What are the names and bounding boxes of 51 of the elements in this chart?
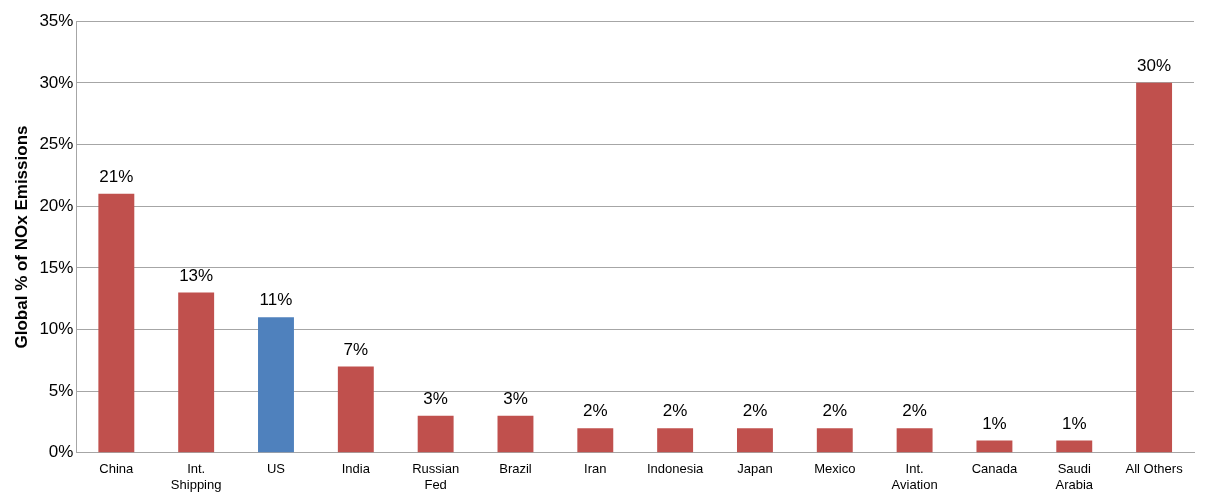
y-tick-label: 20% (39, 195, 74, 215)
bar (1056, 440, 1093, 453)
y-tick-label: 0% (48, 442, 74, 462)
data-label: 2% (822, 401, 848, 421)
bar (976, 440, 1013, 453)
x-tick-label: China (99, 461, 135, 477)
x-tick-label: Indonesia (646, 461, 705, 477)
x-tick-label: Iran (584, 461, 607, 477)
data-label: 30% (1137, 56, 1172, 76)
y-tick-label: 35% (39, 10, 74, 30)
bar (577, 428, 614, 453)
x-tick-label: Int. Aviation (891, 461, 938, 492)
x-tick-label: Japan (737, 461, 773, 477)
data-label: 2% (742, 401, 768, 421)
data-label: 1% (982, 413, 1007, 433)
y-tick-label: 30% (39, 72, 74, 92)
bar (258, 317, 294, 453)
y-tick-label: 25% (39, 134, 74, 154)
bar (1136, 82, 1173, 453)
data-label: 1% (1061, 413, 1087, 433)
data-label: 11% (259, 290, 293, 310)
bar (417, 415, 454, 453)
bar (657, 428, 694, 453)
x-tick-label: Int. Shipping (170, 461, 222, 492)
x-tick-label: Canada (971, 461, 1018, 477)
y-tick-label: 15% (39, 257, 74, 277)
data-label: 3% (503, 388, 528, 408)
x-tick-label: India (341, 461, 371, 477)
bar (178, 292, 215, 453)
data-label: 7% (343, 339, 369, 359)
bar (337, 366, 374, 453)
data-label: 2% (662, 401, 688, 421)
x-tick-label: US (266, 461, 286, 477)
data-label: 3% (423, 388, 448, 408)
y-tick-label: 5% (48, 380, 74, 400)
bar (736, 428, 773, 453)
y-axis-title: Global % of NOx Emissions (11, 125, 31, 349)
x-tick-label: All Others (1125, 461, 1184, 477)
x-tick-label: Brazil (499, 461, 532, 477)
data-label: 13% (179, 265, 214, 285)
x-tick-label: Russian Fed (412, 461, 460, 492)
bar (98, 193, 135, 453)
bar (816, 428, 853, 453)
bar (896, 428, 933, 453)
bar (497, 415, 534, 453)
data-label: 21% (99, 167, 134, 187)
data-label: 2% (902, 401, 927, 421)
x-tick-label: Saudi Arabia (1055, 461, 1094, 492)
y-tick-label: 10% (39, 319, 74, 339)
data-label: 2% (583, 401, 608, 421)
x-tick-label: Mexico (814, 461, 856, 477)
